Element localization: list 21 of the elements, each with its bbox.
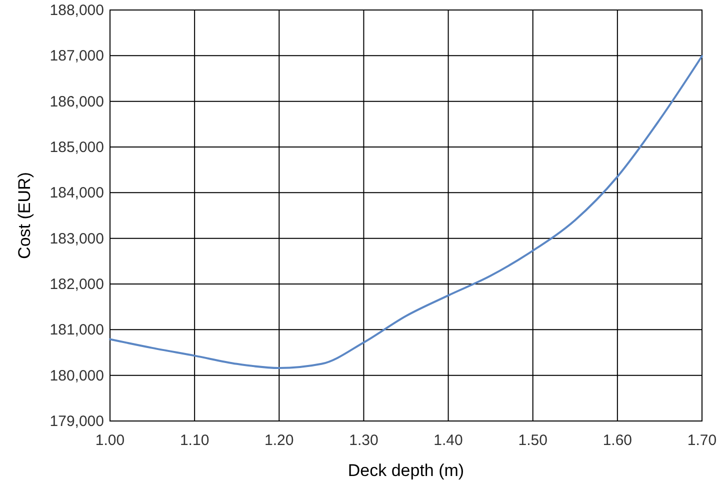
- x-tick-label: 1.50: [518, 432, 548, 449]
- x-tick-label: 1.70: [687, 432, 717, 449]
- y-tick-label: 179,000: [50, 413, 104, 430]
- x-tick-label: 1.40: [434, 432, 463, 449]
- y-tick-label: 187,000: [50, 48, 104, 65]
- y-tick-label: 180,000: [50, 367, 104, 384]
- y-tick-label: 184,000: [50, 184, 104, 202]
- y-tick-label: 185,000: [50, 139, 104, 156]
- x-tick-label: 1.10: [180, 432, 210, 449]
- x-tick-label: 1.00: [95, 432, 125, 449]
- x-tick-label: 1.60: [602, 432, 632, 449]
- y-tick-label: 186,000: [50, 93, 104, 110]
- x-tick-label: 1.20: [264, 432, 294, 449]
- y-tick-label: 183,000: [50, 230, 104, 248]
- y-tick-label: 181,000: [50, 322, 104, 339]
- y-tick-label: 182,000: [50, 276, 104, 293]
- x-axis-title: Deck depth (m): [348, 461, 464, 480]
- y-tick-label: 188,000: [50, 2, 104, 19]
- line-series: [109, 55, 703, 370]
- y-axis-title: Cost (EUR): [15, 172, 34, 259]
- x-tick-label: 1.30: [349, 432, 378, 449]
